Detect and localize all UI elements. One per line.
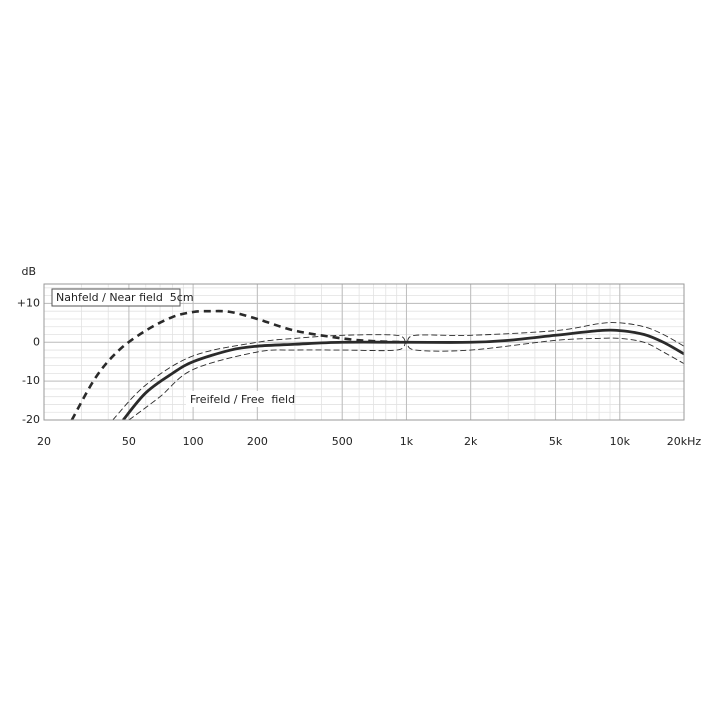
annotation: Freifeld / Free field [190, 393, 295, 406]
response-line [112, 322, 684, 420]
x-tick-label: 50 [122, 435, 136, 448]
plot-frame [43, 283, 685, 421]
x-tick-label: 200 [247, 435, 268, 448]
y-axis-label: dB [21, 265, 36, 278]
y-tick-label: -20 [22, 413, 40, 426]
x-tick-label: 10k [610, 435, 631, 448]
annotation-bg [186, 391, 292, 407]
annotation: Nahfeld / Near field 5cm [56, 291, 194, 304]
x-tick-label: 100 [183, 435, 204, 448]
x-tick-label: 5k [549, 435, 563, 448]
y-tick-label: -10 [22, 374, 40, 387]
x-tick-label: 1k [400, 435, 414, 448]
x-tick-label: 20 [37, 435, 51, 448]
response-line [70, 309, 407, 420]
labels: 20 50 100 200 500 1k 2k 5k 10k 20kHz +10 0 -10 -20 Nah… [17, 288, 702, 448]
y-tick-label: 0 [33, 335, 40, 348]
response-line [128, 337, 684, 420]
annotation-box [51, 288, 181, 307]
plot-lines [70, 309, 684, 420]
x-tick-label: 2k [464, 435, 478, 448]
x-tick-label: 20kHz [667, 435, 702, 448]
y-tick-label: +10 [17, 296, 40, 309]
x-tick-label: 500 [332, 435, 353, 448]
